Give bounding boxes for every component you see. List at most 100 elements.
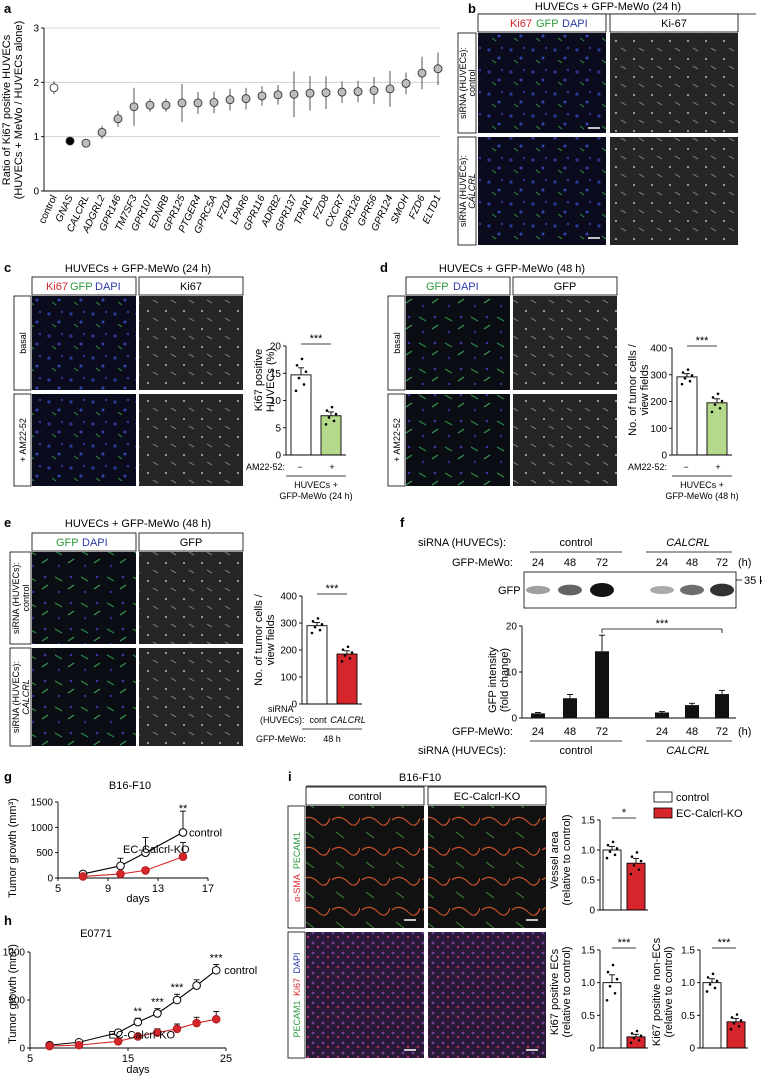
f-sig: *** bbox=[656, 618, 670, 630]
panel-i-plot-vessel: 0 0.5 1.0 1.5 * bbox=[581, 807, 648, 917]
f-time-bottom: 24 bbox=[656, 726, 668, 738]
e-point bbox=[340, 660, 344, 663]
h-sig: ** bbox=[134, 1006, 143, 1018]
panel-d-treat-label: AM22-52: bbox=[628, 462, 667, 472]
panel-i-bar3-ylabel-2: (relative to control) bbox=[663, 946, 675, 1037]
a-point-FZD4 bbox=[225, 95, 235, 105]
g-point bbox=[116, 861, 125, 871]
panel-c-caption-1: HUVECs + bbox=[294, 480, 338, 490]
g-xtick-label: 17 bbox=[202, 883, 214, 895]
g-ytick-label: 0 bbox=[47, 874, 53, 885]
d-ytick-label: 400 bbox=[650, 344, 667, 355]
panel-e-title: HUVECs + GFP-MeWo (48 h) bbox=[65, 518, 211, 530]
a-point-control bbox=[49, 83, 59, 93]
i1-point bbox=[606, 843, 610, 847]
panel-b-image-calcrl-ki67 bbox=[610, 137, 738, 245]
c-ytick-label: 15 bbox=[270, 369, 282, 380]
e-sig: *** bbox=[326, 583, 340, 595]
d-point bbox=[720, 399, 724, 403]
e-ytick-label: 200 bbox=[280, 646, 297, 657]
panel-b-title: HUVECs + GFP-MeWo (24 h) bbox=[535, 1, 681, 13]
d-point bbox=[711, 396, 715, 399]
panel-i-bar2-ylabel-2: (relative to control) bbox=[561, 946, 573, 1037]
panel-i-image-control-ki67 bbox=[306, 932, 424, 1058]
e-point bbox=[310, 631, 314, 635]
c-point bbox=[324, 423, 328, 426]
i3-ytick-label: 1.0 bbox=[681, 978, 695, 989]
panel-d-ylabel-2: view fields bbox=[639, 364, 651, 415]
panel-e-col2: GFP bbox=[180, 537, 203, 549]
i3-point bbox=[708, 983, 712, 986]
d-ytick-label: 100 bbox=[650, 424, 667, 435]
panel-b-row2-label-2: CALCRL bbox=[467, 173, 477, 209]
i2-point bbox=[630, 1032, 634, 1035]
a-point-GNAS bbox=[65, 136, 75, 146]
h-xtick-label: 25 bbox=[220, 1053, 232, 1065]
panel-c-image-am-ki67 bbox=[139, 394, 243, 486]
a-point-ADGRL2 bbox=[97, 127, 107, 137]
h-point bbox=[172, 995, 182, 1005]
i3-point bbox=[706, 976, 710, 979]
f-blot-band bbox=[680, 584, 704, 596]
h-point bbox=[211, 965, 221, 975]
e-point bbox=[350, 651, 354, 654]
a-point-SMOH bbox=[401, 78, 411, 88]
c-point bbox=[334, 412, 338, 416]
panel-e-sirna-2: (HUVECs): bbox=[260, 715, 305, 725]
panel-i-stain1-a: α-SMA bbox=[292, 874, 302, 902]
panel-d-image-am-gfp bbox=[513, 394, 617, 486]
panel-d-ylabel-1: No. of tumor cells / bbox=[627, 343, 639, 436]
a-point-FZD6 bbox=[417, 68, 427, 78]
panel-h-xlabel: days bbox=[126, 1064, 150, 1076]
panel-letter-f: f bbox=[400, 515, 405, 530]
g-label-ko: EC-Calcrl-KO bbox=[123, 844, 190, 856]
f-ytick-label: 10 bbox=[506, 668, 518, 679]
a-point-GPR125 bbox=[177, 98, 187, 108]
h-label-ko: EC-Calcrl-KO bbox=[108, 1029, 175, 1041]
legend-label-control: control bbox=[676, 792, 709, 804]
g-xtick-label: 13 bbox=[152, 883, 164, 895]
panel-e-image-control-merge bbox=[32, 552, 136, 644]
c-bar bbox=[290, 374, 312, 456]
panel-e-plot: 0 100 200 300 400 *** bbox=[280, 583, 362, 711]
panel-i-bar3-ylabel-1: Ki67 positive non-ECs bbox=[651, 937, 663, 1046]
panel-f-ylabel-2: (fold change) bbox=[499, 648, 511, 712]
panel-f-group-control: control bbox=[559, 537, 592, 549]
i3-point bbox=[713, 986, 717, 990]
panel-c-title: HUVECs + GFP-MeWo (24 h) bbox=[65, 263, 211, 275]
panel-i-image-ko-sma bbox=[428, 806, 546, 928]
panel-i-stain2-b: Ki67 bbox=[292, 978, 302, 996]
i2-ytick-label: 1.0 bbox=[581, 978, 595, 989]
c-point bbox=[330, 405, 334, 409]
i1-ytick-label: 0 bbox=[589, 906, 595, 917]
panel-b-row2-label-1: siRNA (HUVECs): bbox=[458, 155, 468, 227]
i3-bar bbox=[726, 1021, 746, 1049]
a-point-GPR146 bbox=[113, 114, 123, 124]
h-point bbox=[45, 1041, 54, 1051]
panel-d-image-basal-gfp bbox=[513, 296, 617, 390]
panel-a-plot: 0123controlGNASCALCRLADGRL2GPR146TM7SF3G… bbox=[33, 24, 443, 236]
panel-f-gfp-mewo-label: GFP-MeWo: bbox=[452, 557, 513, 569]
a-point-PTGER4 bbox=[193, 98, 203, 108]
a-point-TM7SF3 bbox=[129, 102, 139, 112]
panel-b-image-control-merge bbox=[478, 33, 606, 133]
panel-a-ylabel-1: Ratio of Ki67 positive HUVECs bbox=[1, 34, 13, 185]
i1-bar bbox=[626, 862, 646, 911]
panel-c-col2: Ki67 bbox=[180, 281, 202, 293]
c-sig: *** bbox=[310, 333, 324, 345]
g-xtick-label: 5 bbox=[55, 883, 61, 895]
h-ytick-label: 0 bbox=[19, 1044, 25, 1055]
d-point bbox=[713, 403, 717, 406]
g-sig: ** bbox=[179, 803, 188, 815]
panel-e-row1-label-1: siRNA (HUVECs): bbox=[11, 562, 21, 634]
h-point bbox=[133, 1017, 143, 1027]
panel-g-title: B16-F10 bbox=[109, 780, 151, 792]
h-point bbox=[192, 981, 201, 990]
i1-ytick-label: 1.5 bbox=[581, 816, 595, 827]
panel-f-sirna-label: siRNA (HUVECs): bbox=[418, 537, 506, 549]
g-point bbox=[178, 852, 188, 862]
panel-g-xlabel: days bbox=[126, 893, 150, 905]
panel-f-blot bbox=[523, 571, 737, 609]
g-xtick-label: 9 bbox=[105, 883, 111, 895]
panel-c-image-basal-ki67 bbox=[139, 296, 243, 390]
